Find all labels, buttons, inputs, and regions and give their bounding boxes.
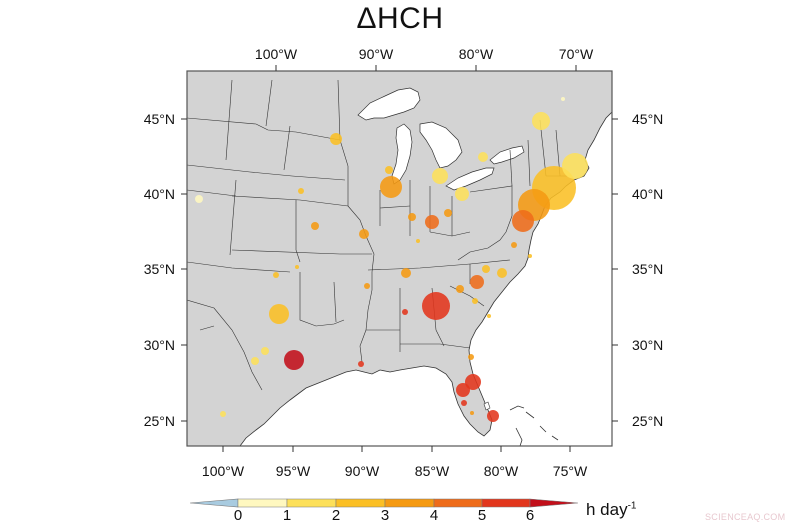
data-point: Boston MA: 1.8 xyxy=(562,153,588,179)
left-tick-label: 25°N xyxy=(143,413,175,429)
data-point: Greensboro NC: 3 xyxy=(482,265,490,273)
colorbar-tick-label: 5 xyxy=(477,507,487,524)
data-point: St Louis MO: 3.5 xyxy=(359,229,369,239)
data-point: Charlotte NC: 4.2 xyxy=(470,275,484,289)
data-point: Columbia SC: 3 xyxy=(472,298,478,304)
bottom-tick-label: 100°W xyxy=(201,463,245,479)
data-point: Nashville TN: 3.8 xyxy=(401,268,411,278)
bottom-tick-label: 85°W xyxy=(414,463,450,479)
data-point: Minneapolis MN: 2.5 xyxy=(330,133,342,145)
bahamas-islands xyxy=(509,405,559,446)
colorbar xyxy=(189,498,579,508)
axis-ticks xyxy=(181,65,618,452)
colorbar-unit-superscript: -1 xyxy=(627,500,637,512)
data-points: New York NY: 2.5Philadelphia PA: 3.5Atla… xyxy=(195,97,588,422)
right-tick-label: 35°N xyxy=(632,261,664,277)
colorbar-tick-label: 2 xyxy=(331,507,341,524)
right-tick-label: 30°N xyxy=(632,337,664,353)
data-point: Birmingham AL: 5.2 xyxy=(402,309,408,315)
data-point: Indianapolis IN: 3.2 xyxy=(408,213,416,221)
colorbar-unit-text: h day xyxy=(586,500,628,519)
data-point: Jacksonville FL: 3.5 xyxy=(468,354,474,360)
data-point: Oklahoma City OK: 2.5 xyxy=(273,272,279,278)
watermark: SCIENCEAQ.COM xyxy=(705,512,786,522)
data-point: Houston TX: 6.5 xyxy=(284,350,304,370)
top-tick-label: 90°W xyxy=(358,46,394,62)
data-point: Norfolk VA: 2.5 xyxy=(528,254,532,258)
data-point: Laredo TX: 1.2 xyxy=(220,411,226,417)
data-point: Cincinnati OH: 4 xyxy=(425,215,439,229)
data-point: Fort Myers FL: 3.5 xyxy=(470,411,474,415)
bottom-tick-label: 75°W xyxy=(552,463,588,479)
data-point: Denver CO: 0.3 xyxy=(195,195,203,203)
data-point: Toronto/Buffalo: 2 xyxy=(478,152,488,162)
data-point: Upstate NY: 1.8 xyxy=(532,112,550,130)
data-point: Charleston SC: 2.5 xyxy=(487,314,491,318)
data-point: Sarasota FL: 5.2 xyxy=(461,400,467,406)
data-point: Greenville SC: 3.8 xyxy=(456,285,464,293)
colorbar-tick-label: 4 xyxy=(429,507,439,524)
colorbar-unit-label: h day-1 xyxy=(586,500,637,520)
data-point: Miami FL: 5.5 xyxy=(487,410,499,422)
data-point: Cleveland OH: 2 xyxy=(455,187,469,201)
colorbar-tick-label: 1 xyxy=(282,507,292,524)
map-frame xyxy=(186,70,613,447)
data-point: Tulsa OK: 3 xyxy=(295,265,299,269)
data-point: Dallas TX: 2.5 xyxy=(269,304,289,324)
data-point: Atlanta GA: 5.5 xyxy=(422,292,450,320)
data-point: Raleigh NC: 2.8 xyxy=(497,268,507,278)
state-borders xyxy=(187,79,570,391)
lake-superior xyxy=(357,87,421,121)
right-tick-label: 40°N xyxy=(632,186,664,202)
data-point: Austin TX: 1.8 xyxy=(261,347,269,355)
bottom-tick-label: 90°W xyxy=(344,463,380,479)
top-tick-label: 80°W xyxy=(458,46,494,62)
colorbar-tick-label: 0 xyxy=(233,507,243,524)
data-point: Richmond VA: 3.2 xyxy=(511,242,517,248)
lake-huron xyxy=(419,121,463,169)
data-point: Chicago IL: 3.5 xyxy=(380,176,402,198)
data-point: Baltimore/Washington: 4.2 xyxy=(512,210,534,232)
data-point: Milwaukee WI: 2.5 xyxy=(385,166,393,174)
lake-ontario xyxy=(489,145,525,165)
lake-michigan xyxy=(391,123,413,185)
lake-okeechobee xyxy=(483,401,491,411)
left-tick-label: 30°N xyxy=(143,337,175,353)
colorbar-tick-label: 3 xyxy=(380,507,390,524)
top-tick-label: 100°W xyxy=(254,46,298,62)
colorbar-under-triangle xyxy=(189,498,239,508)
data-point: New Orleans LA: 5.5 xyxy=(358,361,364,367)
colorbar-tick-label: 6 xyxy=(525,507,535,524)
data-point: Columbus OH: 3.2 xyxy=(444,209,452,217)
left-tick-label: 40°N xyxy=(143,186,175,202)
right-tick-label: 45°N xyxy=(632,111,664,127)
bottom-tick-label: 80°W xyxy=(483,463,519,479)
left-tick-label: 35°N xyxy=(143,261,175,277)
right-tick-label: 25°N xyxy=(632,413,664,429)
top-tick-label: 70°W xyxy=(558,46,594,62)
chart-title: ΔHCH xyxy=(356,2,444,35)
left-tick-label: 45°N xyxy=(143,111,175,127)
data-point: Montreal area: 0.5 xyxy=(561,97,565,101)
data-point: Tampa FL: 5.5 xyxy=(456,383,470,397)
data-point: Orlando FL: 5.5 xyxy=(465,374,481,390)
data-point: Omaha NE: 2.5 xyxy=(298,188,304,194)
bottom-tick-label: 95°W xyxy=(275,463,311,479)
data-point: Detroit MI: 2 xyxy=(432,168,448,184)
data-point: Memphis TN: 3.5 xyxy=(364,283,370,289)
data-point: San Antonio TX: 1.8 xyxy=(251,357,259,365)
data-point: Kansas City MO: 3.5 xyxy=(311,222,319,230)
data-point: Louisville KY: 2.5 xyxy=(416,239,420,243)
colorbar-over-triangle xyxy=(529,498,579,508)
